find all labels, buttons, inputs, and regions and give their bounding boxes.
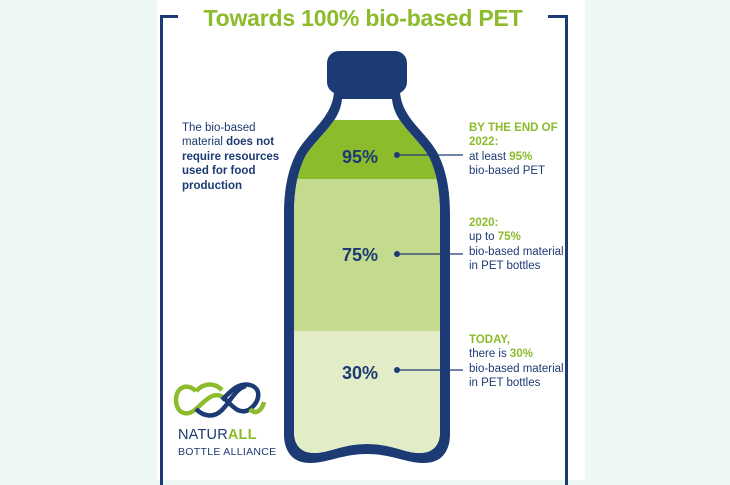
stage-2020-value: 75% <box>497 231 521 244</box>
stage-today-line1: there is <box>469 348 510 361</box>
logo-subtitle: BOTTLE ALLIANCE <box>178 446 277 458</box>
fill-level-30 <box>294 331 440 453</box>
stage-2022-value: 95% <box>509 150 533 163</box>
bio-based-note-intro: The bio-based material <box>182 122 256 149</box>
connector-30 <box>394 367 463 373</box>
connector-75 <box>394 251 463 257</box>
stage-2020-line2: bio-based material in PET bottles <box>469 245 564 273</box>
stage-2022-text: BY THE END OF 2022: at least 95% bio-based… <box>469 121 569 179</box>
percent-label-30: 30% <box>342 363 378 383</box>
percent-label-75: 75% <box>342 245 378 265</box>
stage-today-text: TODAY, there is 30% bio-based material in … <box>469 333 569 391</box>
naturall-loop-logo <box>173 382 267 418</box>
percent-label-95: 95% <box>342 147 378 167</box>
stage-2022-heading: BY THE END OF 2022: <box>469 122 558 149</box>
logo-brand-accent: ALL <box>227 427 257 443</box>
connector-95 <box>394 152 463 158</box>
bio-based-note: The bio-based material does not require … <box>182 121 282 193</box>
bio-based-note-emphasis: does not require resources used for food… <box>182 136 280 192</box>
page-title: Towards 100% bio-based PET <box>178 1 548 35</box>
stage-today-line2: bio-based material in PET bottles <box>469 362 564 390</box>
stage-today-heading: TODAY, <box>469 334 510 346</box>
bottle-cap <box>327 51 407 94</box>
logo-brand-main: NATUR <box>178 427 228 443</box>
stage-2020-text: 2020: up to 75% bio-based material in PET … <box>469 216 569 274</box>
stage-2020-line1: up to <box>469 231 498 244</box>
stage-2020-heading: 2020: <box>469 217 499 229</box>
stage-today-value: 30% <box>509 348 533 361</box>
stage-2022-line2: bio-based PET <box>469 165 546 178</box>
stage-2022-line1: at least <box>469 150 510 163</box>
naturall-logo-wordmark: NATURALL <box>178 427 298 443</box>
fill-level-75 <box>294 179 440 331</box>
